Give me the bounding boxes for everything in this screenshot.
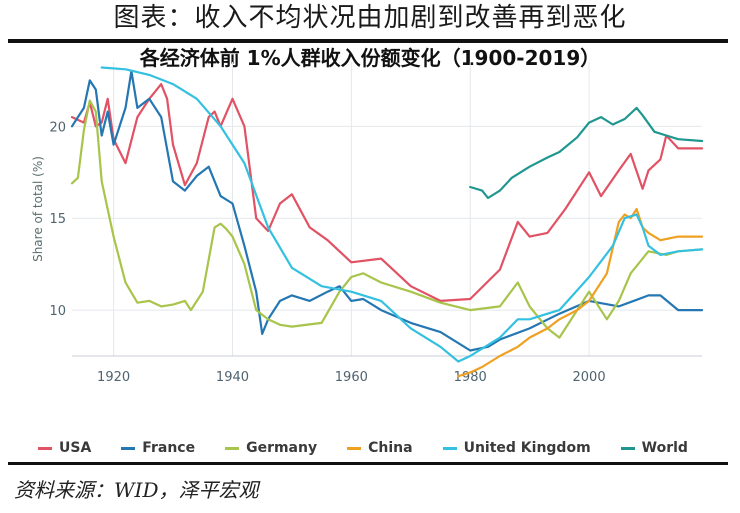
- series-line-germany: [70, 99, 704, 339]
- y-tick-label: 10: [49, 304, 66, 319]
- legend-item-world[interactable]: World: [620, 440, 688, 456]
- x-tick-label: 1920: [97, 370, 130, 385]
- series-line-france: [70, 70, 704, 352]
- legend-item-usa[interactable]: USA: [38, 440, 91, 456]
- grid: [72, 62, 702, 356]
- legend-label: World: [641, 440, 688, 456]
- chart-title: 各经济体前 1%人群收入份额变化（1900-2019）: [139, 46, 601, 70]
- legend-label: Germany: [246, 440, 318, 456]
- series-lines: [70, 66, 704, 378]
- legend-swatch: [442, 446, 457, 450]
- legend-label: United Kingdom: [463, 440, 591, 456]
- bottom-rule: [8, 462, 728, 465]
- legend: USA France Germany China United Kingdom World: [38, 438, 728, 458]
- legend-item-france[interactable]: France: [121, 440, 195, 456]
- series-line-china: [457, 207, 704, 378]
- legend-swatch: [38, 446, 52, 450]
- y-axis-label: Share of total (%): [31, 156, 45, 262]
- series-line-united-kingdom: [100, 66, 704, 363]
- y-tick-label: 20: [49, 120, 66, 135]
- legend-swatch: [347, 446, 362, 450]
- legend-item-germany[interactable]: Germany: [225, 440, 317, 456]
- x-tick-label: 1940: [216, 370, 249, 385]
- legend-swatch: [225, 446, 240, 450]
- figure-title: 图表：收入不均状况由加剧到改善再到恶化: [113, 3, 627, 33]
- source-note: 资料来源：WID，泽平宏观: [14, 478, 259, 502]
- x-tick-label: 2000: [573, 370, 606, 385]
- series-line-usa: [70, 83, 704, 302]
- x-tick-label: 1980: [454, 370, 487, 385]
- legend-item-china[interactable]: China: [347, 440, 413, 456]
- legend-item-united-kingdom[interactable]: United Kingdom: [442, 440, 591, 456]
- y-tick-label: 15: [49, 212, 66, 227]
- x-tick-label: 1960: [335, 370, 368, 385]
- legend-swatch: [620, 446, 635, 450]
- legend-label: USA: [59, 440, 92, 456]
- top-rule: [8, 39, 728, 43]
- series-line-world: [469, 106, 704, 200]
- legend-label: China: [368, 440, 413, 456]
- legend-swatch: [121, 446, 136, 450]
- legend-label: France: [142, 440, 196, 456]
- tick-labels: 1920 1940 1960 1980 2000 10 15 20: [49, 120, 605, 385]
